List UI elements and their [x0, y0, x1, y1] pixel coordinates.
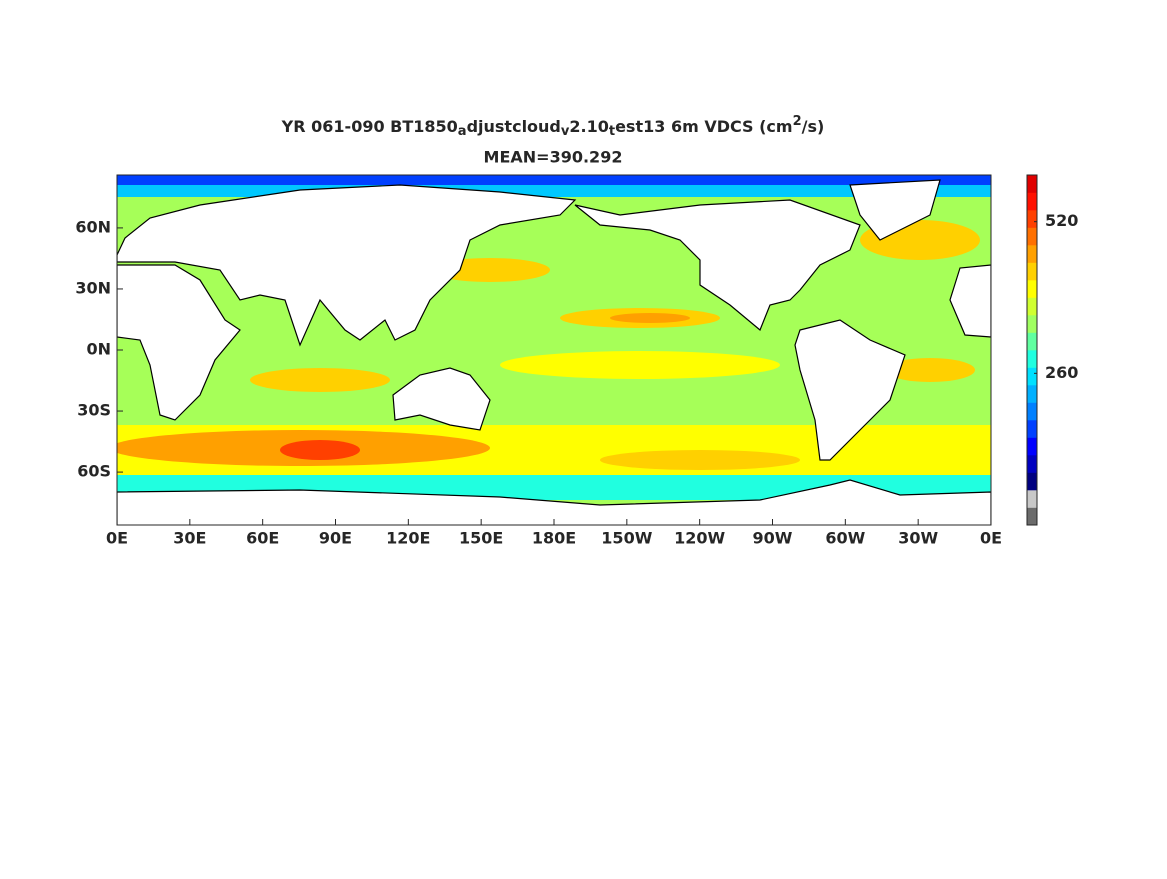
colorbar-segment: [1027, 385, 1037, 403]
field-patch: [600, 450, 800, 470]
colorbar-tick-label: 260: [1045, 363, 1078, 382]
colorbar-segment: [1027, 367, 1037, 386]
y-tick-label: 30S: [77, 401, 111, 420]
australia: [392, 367, 491, 431]
title-part: 2: [793, 114, 802, 129]
colorbar-segment: [1027, 210, 1037, 228]
x-tick-label: 60E: [246, 529, 279, 548]
y-tick-label: 0N: [86, 340, 111, 359]
x-tick-label: 30E: [173, 529, 206, 548]
title-part: t: [609, 124, 615, 139]
greenland: [849, 179, 941, 241]
chart-subtitle: MEAN=390.292: [484, 148, 623, 167]
x-tick-label: 0E: [106, 529, 128, 548]
title-part: a: [458, 124, 467, 139]
africa: [117, 264, 241, 421]
field-patch: [500, 351, 780, 379]
colorbar-segment: [1027, 490, 1037, 508]
colorbar-segment: [1027, 472, 1037, 491]
title-part: est13 6m VDCS (cm: [615, 117, 793, 136]
antarctica: [117, 479, 991, 525]
colorbar-segment: [1027, 437, 1037, 456]
title-part: YR 061-090 BT1850: [281, 117, 458, 136]
title-part: djustcloud: [467, 117, 561, 136]
colorbar-segment: [1027, 245, 1037, 263]
title-part: v: [561, 124, 570, 139]
x-tick-label: 90W: [753, 529, 793, 548]
colorbar-segment: [1027, 507, 1037, 526]
africa-west: [949, 264, 991, 338]
colorbar-segment: [1027, 280, 1037, 298]
arctic-field: [117, 175, 991, 185]
x-tick-label: 30W: [898, 529, 938, 548]
north-america: [574, 199, 861, 331]
x-tick-label: 0E: [980, 529, 1002, 548]
field-patch: [885, 358, 975, 382]
land: [117, 179, 991, 525]
colorbar-frame: [1026, 174, 1038, 526]
x-tick-label: 60W: [825, 529, 865, 548]
colorbar-segment: [1027, 175, 1037, 193]
colorbar-segment: [1027, 297, 1037, 316]
x-tick-label: 150W: [601, 529, 652, 548]
x-tick-label: 120W: [674, 529, 725, 548]
x-tick-label: 180E: [532, 529, 576, 548]
colorbar-segment: [1027, 420, 1037, 438]
eurasia: [117, 184, 577, 347]
colorbar-segment: [1027, 332, 1037, 351]
colorbar-segment: [1027, 315, 1037, 333]
field-patch: [250, 368, 390, 392]
colorbar-segment: [1027, 402, 1037, 421]
colorbar-tick-label: 520: [1045, 211, 1078, 230]
y-tick-label: 60S: [77, 462, 111, 481]
title-part: 2.10: [569, 117, 608, 136]
y-tick-label: 60N: [75, 217, 111, 236]
south-america: [794, 319, 906, 461]
chart-title: YR 061-090 BT1850adjustcloudv2.10test13 …: [281, 114, 825, 139]
y-tick-label: 30N: [75, 278, 111, 297]
map-field: [117, 175, 991, 525]
field-patch: [280, 440, 360, 460]
field-patch: [610, 313, 690, 323]
colorbar-segment: [1027, 192, 1037, 211]
title-part: /s): [802, 117, 825, 136]
colorbar-segment: [1027, 262, 1037, 281]
x-tick-label: 120E: [386, 529, 430, 548]
colorbar-segment: [1027, 455, 1037, 473]
x-tick-label: 90E: [319, 529, 352, 548]
colorbar-segment: [1027, 227, 1037, 246]
colorbar-segment: [1027, 350, 1037, 368]
x-tick-label: 150E: [459, 529, 503, 548]
